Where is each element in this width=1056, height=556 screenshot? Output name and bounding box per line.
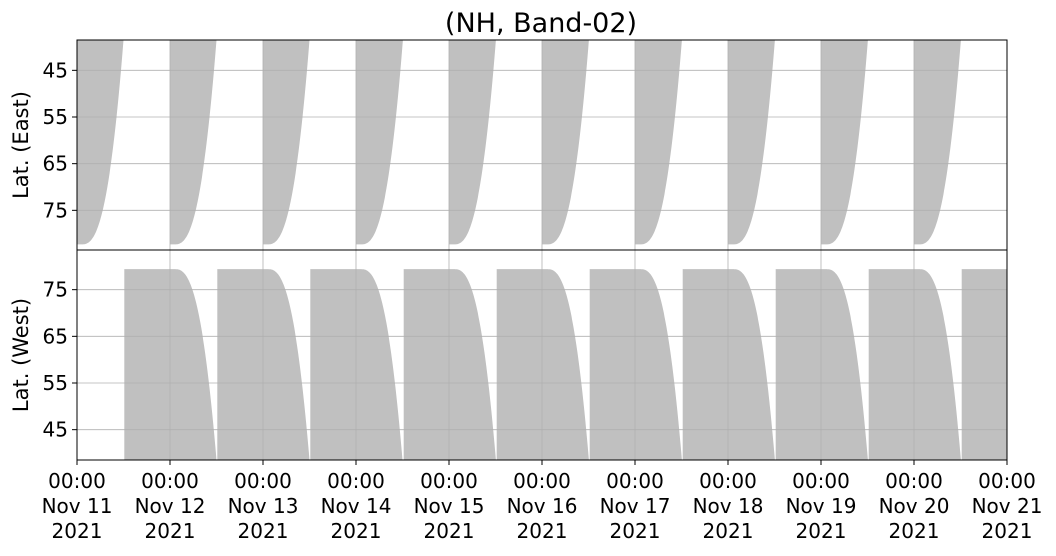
panel-east: 45 55 65 75 Lat. (East): [9, 40, 1008, 250]
coverage-band: [542, 40, 589, 245]
y-tick-label: 65: [43, 324, 68, 348]
y-tick-label: 45: [43, 418, 68, 442]
x-tick-label: 00:00 Nov 19 2021: [786, 469, 857, 543]
y-tick-label: 65: [43, 152, 68, 176]
coverage-band: [914, 40, 961, 245]
x-axis-ticks: 00:00 Nov 11 2021 00:00 Nov 12 2021 00:00 Nov 1…: [42, 460, 1043, 543]
coverage-band: [868, 269, 961, 460]
coverage-band: [356, 40, 403, 245]
y-tick-label: 75: [43, 198, 68, 222]
x-tick-label: 00:00 Nov 15 2021: [414, 469, 485, 543]
y-tick-label: 75: [43, 278, 68, 302]
x-tick-label: 00:00 Nov 16 2021: [507, 469, 578, 543]
x-tick-label: 00:00 Nov 13 2021: [228, 469, 299, 543]
x-tick-label: 00:00 Nov 21 2021: [972, 469, 1043, 543]
y-axis-label-east: Lat. (East): [9, 91, 33, 199]
coverage-band: [77, 40, 124, 245]
x-tick-label: 00:00 Nov 20 2021: [879, 469, 950, 543]
coverage-band: [728, 40, 775, 245]
x-tick-label: 00:00 Nov 14 2021: [321, 469, 392, 543]
y-tick-label: 55: [43, 105, 68, 129]
coverage-band: [263, 40, 310, 245]
y-tick-label: 45: [43, 58, 68, 82]
coverage-band: [589, 269, 682, 460]
chart-title: (NH, Band-02): [445, 8, 637, 39]
x-tick-label: 00:00 Nov 18 2021: [693, 469, 764, 543]
coverage-band: [682, 269, 775, 460]
coverage-band: [449, 40, 496, 245]
coverage-band: [635, 40, 682, 245]
x-tick-label: 00:00 Nov 12 2021: [135, 469, 206, 543]
coverage-band: [961, 269, 1007, 460]
y-tick-label: 55: [43, 371, 68, 395]
coverage-band: [170, 40, 217, 245]
y-axis-label-west: Lat. (West): [9, 298, 33, 412]
coverage-band: [496, 269, 589, 460]
coverage-band: [821, 40, 868, 245]
panel-west: 45 55 65 75 Lat. (West): [9, 250, 1008, 460]
x-tick-label: 00:00 Nov 17 2021: [600, 469, 671, 543]
coverage-band: [775, 269, 868, 460]
coverage-band: [403, 269, 496, 460]
x-tick-label: 00:00 Nov 11 2021: [42, 469, 113, 543]
